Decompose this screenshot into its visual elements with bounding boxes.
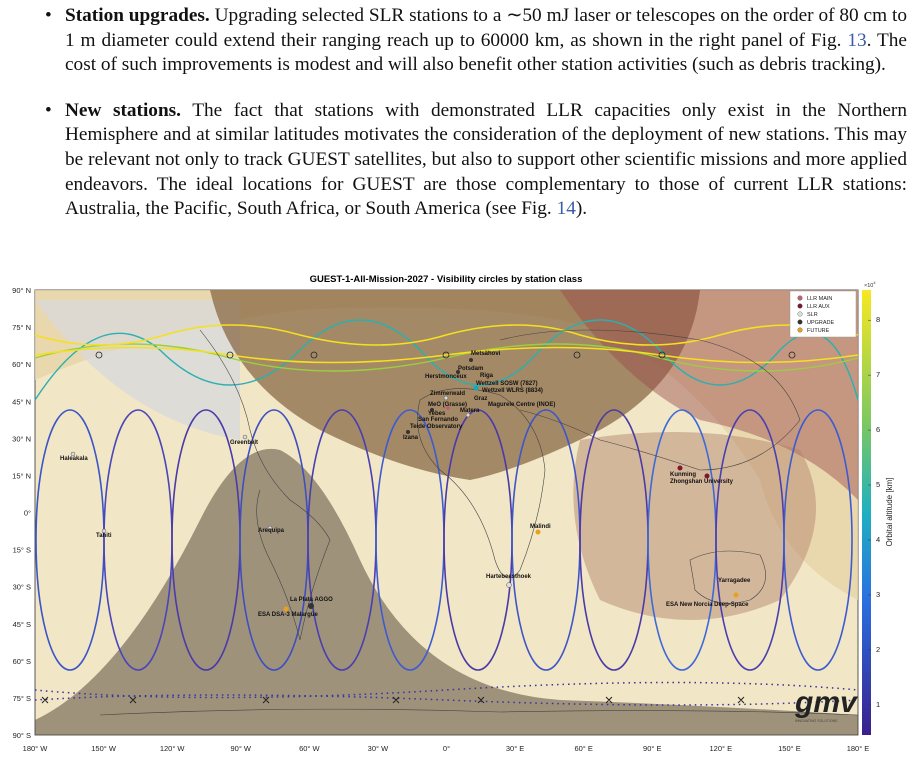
lat-label: 30° S [13, 583, 31, 592]
bullet-item: New stations. The fact that stations wit… [0, 99, 921, 222]
legend-label: LLR MAIN [807, 296, 832, 302]
lat-label: 60° N [12, 360, 31, 369]
station-label: Zhongshan University [670, 479, 734, 485]
station-label: Matera [460, 408, 480, 414]
colorbar-tick-label: 2 [876, 645, 880, 654]
lon-label: 90° W [230, 744, 251, 753]
station-label: Arequipa [258, 528, 285, 534]
lat-label: 45° N [12, 397, 31, 406]
station-label: Tahiti [96, 533, 112, 539]
figure-ref[interactable]: 14 [556, 198, 576, 220]
lat-label: 90° S [13, 731, 31, 740]
item-lead: Station upgrades. [65, 5, 210, 26]
bullet-list: Station upgrades. Upgrading selected SLR… [0, 0, 921, 222]
item-text: Upgrading selected SLR stations to a ∼50… [65, 5, 907, 51]
item-text: . The cost of such improvements is modes… [65, 29, 907, 76]
colorbar-label: Orbital altitude [km] [885, 478, 894, 547]
station-label: Yarragadee [718, 578, 751, 584]
lon-label: 60° W [299, 744, 320, 753]
colorbar [862, 290, 871, 735]
logo: gmv [794, 686, 859, 719]
legend-swatch [797, 311, 803, 317]
station-label: Magurele Centre (INOE) [488, 402, 555, 408]
station-label: San Fernando [418, 417, 458, 423]
lat-label: 60° S [13, 657, 31, 666]
lat-label: 90° N [12, 286, 31, 295]
colorbar-tick-label: 8 [876, 315, 880, 324]
legend-label: SLR [807, 312, 818, 318]
station-label: MeO (Grasse) [428, 402, 467, 408]
legend-swatch [797, 319, 803, 325]
logo-tagline: INNOVATING SOLUTIONS [795, 719, 838, 723]
lon-label: 30° W [368, 744, 389, 753]
station-label: Wettzell SOSW (7827) [476, 381, 538, 387]
bullet-item: Station upgrades. Upgrading selected SLR… [0, 4, 921, 78]
lon-label: 60° E [574, 744, 592, 753]
legend-label: UPGRADE [807, 320, 835, 326]
colorbar-tick-label: 1 [876, 700, 880, 709]
lat-label: 45° S [13, 620, 31, 629]
legend-swatch [797, 303, 803, 309]
lon-label: 150° E [778, 744, 801, 753]
legend-label: LLR AUX [807, 304, 830, 310]
lat-label: 75° N [12, 323, 31, 332]
colorbar-multiplier: ×104 [864, 280, 876, 289]
lon-label: 120° E [710, 744, 733, 753]
lon-label: 90° E [643, 744, 661, 753]
lon-label: 0° [443, 744, 450, 753]
lat-label: 15° N [12, 471, 31, 480]
station-label: Metsähovi [471, 351, 501, 357]
station-label: Hartebeesthoek [486, 574, 532, 580]
lon-label: 30° E [506, 744, 524, 753]
lon-label: 180° E [847, 744, 870, 753]
station-label: Wettzell WLRS (8834) [482, 388, 543, 394]
station-label: Graz [474, 396, 487, 402]
figure-ref[interactable]: 13 [847, 29, 867, 51]
station-label: Teide Observatory [410, 424, 463, 430]
colorbar-tick-label: 5 [876, 480, 880, 489]
station-label: ESA DSA-3 Malargüe [258, 612, 318, 618]
item-text: ). [575, 198, 588, 220]
item-lead: New stations. [65, 99, 181, 121]
station-label: Greenbelt [230, 440, 258, 446]
legend-swatch [797, 327, 803, 333]
legend-label: FUTURE [807, 328, 830, 334]
lat-label: 30° N [12, 434, 31, 443]
lat-label: 0° [24, 509, 31, 518]
station-label: ESA New Norcia Deep-Space [666, 602, 749, 608]
station-dots [70, 358, 739, 612]
lon-label: 180° W [23, 744, 49, 753]
lat-label: 15° S [13, 546, 31, 555]
figure-title: GUEST-1-All-Mission-2027 - Visibility ci… [310, 274, 583, 285]
lat-label: 75° S [13, 694, 31, 703]
colorbar-tick-label: 3 [876, 590, 880, 599]
colorbar-tick-label: 4 [876, 535, 880, 544]
colorbar-tick-label: 6 [876, 425, 880, 434]
lon-label: 150° W [91, 744, 117, 753]
station-label: La Plata AGGO [290, 597, 333, 603]
legend-swatch [797, 295, 803, 301]
item-text: The fact that stations with demonstrated… [65, 99, 907, 220]
station-label: Izana [403, 435, 419, 441]
colorbar-tick-label: 7 [876, 370, 880, 379]
station-label: Herstmonceux [425, 374, 467, 380]
figure: GUEST-1-All-Mission-2027 - Visibility ci… [12, 274, 894, 753]
station-label: Yebes [428, 411, 446, 417]
station-label: Potsdam [458, 366, 483, 372]
lon-label: 120° W [160, 744, 186, 753]
station-label: Riga [480, 373, 494, 379]
station-label: Zimmerwald [430, 391, 465, 397]
station-label: Kunming [670, 472, 696, 478]
station-label: Malindi [530, 524, 551, 530]
station-label: Haleakala [60, 456, 88, 462]
